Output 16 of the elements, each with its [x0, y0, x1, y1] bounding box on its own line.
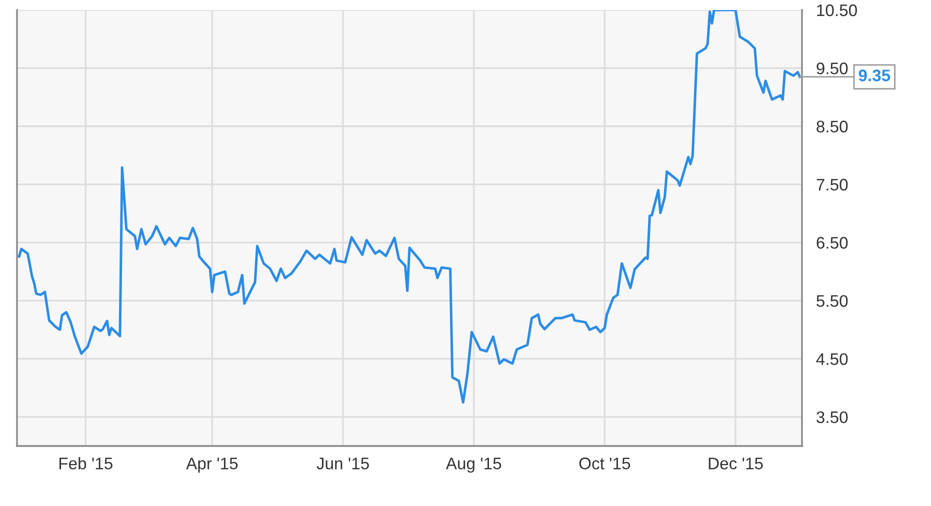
annotation: 9.35	[858, 70, 890, 82]
y-tick-label: 10.50	[817, 4, 857, 16]
y-tick-label: 9.50	[816, 62, 848, 74]
x-tick-label: Oct '15	[579, 458, 630, 470]
y-tick-label: 6.50	[816, 236, 848, 249]
y-tick-label: 5.50	[816, 295, 848, 307]
x-tick-label: Feb '15	[59, 457, 112, 470]
y-tick-label: 7.50	[816, 178, 848, 191]
line-series	[18, 10, 802, 404]
y-tick-label: 8.50	[816, 120, 848, 132]
x-tick-label: Jun '15	[316, 458, 369, 470]
x-tick-label: Aug '15	[446, 458, 502, 473]
y-tick-label: 3.50	[816, 411, 848, 424]
x-tick-label: Apr '15	[186, 458, 238, 473]
x-tick-label: Dec '15	[708, 458, 763, 470]
y-tick-label: 4.50	[816, 353, 848, 366]
